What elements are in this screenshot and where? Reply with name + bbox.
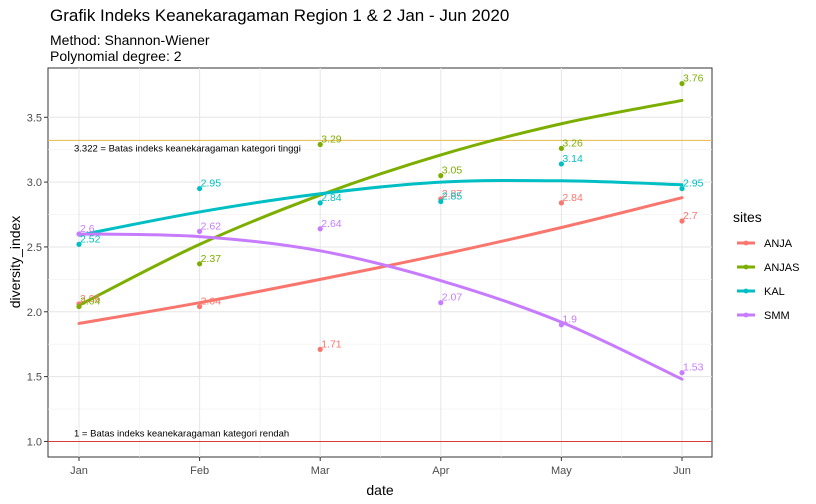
data-label-anja: 1.71	[321, 338, 342, 350]
x-tick-label: Jan	[70, 465, 88, 477]
data-label-smm: 2.62	[201, 220, 222, 232]
legend-key-point	[743, 240, 749, 246]
trend-lines	[77, 98, 684, 381]
data-label-anja: 2.84	[562, 192, 583, 204]
data-point-kal	[197, 185, 203, 192]
data-point-anja	[558, 200, 565, 206]
data-label-smm: 2.6	[80, 223, 95, 235]
legend-key-point	[743, 264, 749, 270]
data-label-smm: 1.9	[562, 314, 577, 326]
data-label-kal: 2.84	[321, 192, 342, 204]
data-point-kal	[679, 185, 685, 192]
reference-line-label: 1 = Batas indeks keanekaragaman kategori…	[74, 428, 289, 439]
data-point-anja	[197, 303, 203, 310]
x-axis-title: date	[366, 482, 393, 498]
legend-label: ANJAS	[764, 262, 799, 274]
data-label-smm: 2.64	[321, 218, 342, 230]
trend-line-smm	[77, 232, 684, 381]
data-label-anjas: 3.26	[562, 137, 583, 149]
data-point-smm	[317, 226, 323, 232]
data-point-smm	[76, 231, 82, 237]
chart-subtitle-degree: Polynomial degree: 2	[50, 48, 182, 64]
x-tick-label: Jun	[673, 465, 691, 477]
data-labels: 2.06 2.041.712.87 2.842.72.042.373.293.053…	[80, 73, 704, 374]
x-tick-label: Apr	[432, 465, 449, 477]
data-label-kal: 2.95	[201, 178, 222, 190]
x-tick-label: Feb	[190, 465, 209, 477]
data-point-anja	[679, 218, 685, 224]
data-label-anjas: 3.05	[442, 165, 463, 177]
legend-title: sites	[733, 209, 762, 225]
data-point-smm	[679, 370, 685, 376]
y-tick-label: 2.0	[27, 307, 42, 319]
y-tick-label: 2.5	[27, 242, 42, 254]
legend-label: KAL	[764, 286, 785, 298]
data-label-anja: 2.7	[683, 210, 698, 222]
data-label-smm: 2.07	[442, 292, 463, 304]
chart-title: Grafik Indeks Keanekaragaman Region 1 & …	[50, 6, 510, 25]
data-point-anjas	[197, 261, 203, 267]
data-label-anja: 2.04	[201, 296, 222, 308]
data-point-smm	[438, 300, 444, 306]
x-tick-label: May	[551, 465, 572, 477]
y-tick-label: 1.0	[27, 436, 42, 448]
reference-line-label: 3.322 = Batas indeks keanekaragaman kate…	[74, 143, 301, 154]
legend-key-point	[743, 312, 749, 318]
data-label-kal: 2.95	[683, 178, 704, 190]
y-tick-label: 3.5	[27, 112, 42, 124]
chart-subtitle-method: Method: Shannon-Wiener	[50, 32, 210, 48]
x-tick-label: Mar	[311, 465, 330, 477]
data-point-kal	[438, 198, 444, 205]
data-point-smm	[197, 228, 203, 234]
data-point-smm	[558, 322, 565, 328]
data-label-anjas: 3.76	[683, 73, 704, 85]
data-label-anja: 2.06	[80, 293, 101, 305]
trend-line-anjas	[77, 98, 684, 307]
y-axis-title: diversity_index	[7, 216, 23, 309]
data-point-kal	[317, 200, 323, 206]
data-label-anjas: 2.37	[201, 253, 222, 265]
trend-line-kal	[77, 178, 684, 237]
data-label-anjas: 3.29	[321, 134, 342, 146]
axes: 1.0 1.5 2.0 2.5 3.0 3.5 Jan Feb Mar Apr May Jun	[27, 112, 691, 477]
data-point-kal	[558, 161, 565, 167]
y-tick-label: 3.0	[27, 177, 42, 189]
data-label-anja: 2.87	[442, 188, 463, 200]
data-label-kal: 2.52	[80, 233, 101, 245]
data-point-anjas	[679, 80, 685, 87]
legend-label: ANJA	[764, 238, 793, 250]
data-point-anjas	[558, 145, 565, 151]
data-label-smm: 1.53	[683, 362, 704, 374]
y-tick-label: 1.5	[27, 372, 42, 384]
data-point-kal	[76, 241, 82, 247]
legend: sites ANJA ANJAS KAL SMM	[733, 209, 799, 322]
trend-line-anja	[77, 196, 684, 325]
legend-key-point	[743, 288, 749, 294]
legend-label: SMM	[764, 310, 790, 322]
data-label-kal: 2.85	[442, 191, 463, 203]
data-label-anjas: 2.04	[80, 296, 101, 308]
data-point-anja	[317, 346, 323, 352]
data-point-anjas	[438, 173, 444, 179]
data-point-anjas	[76, 303, 82, 310]
reference-lines: 3.322 = Batas indeks keanekaragaman kate…	[48, 139, 712, 442]
data-label-kal: 3.14	[562, 153, 583, 165]
data-points	[76, 80, 685, 376]
data-point-anjas	[317, 141, 323, 148]
